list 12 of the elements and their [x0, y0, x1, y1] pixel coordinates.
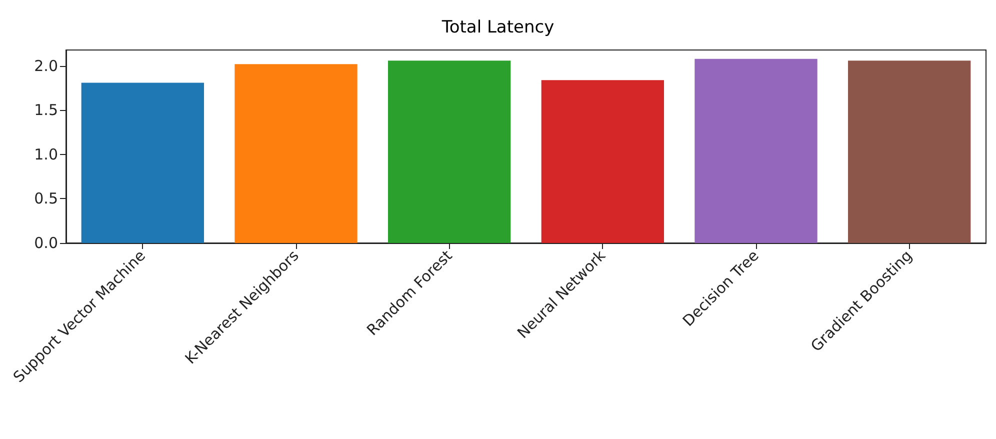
bar [388, 60, 511, 243]
bar [848, 60, 971, 243]
y-tick-label: 0.5 [34, 190, 58, 208]
y-tick-label: 1.0 [34, 145, 58, 164]
bar [541, 80, 664, 243]
y-tick-label: 2.0 [34, 56, 58, 75]
y-tick-label: 0.0 [34, 234, 58, 252]
bar [694, 58, 818, 243]
bar [234, 64, 358, 243]
chart-title: Total Latency [440, 18, 554, 38]
bar [81, 82, 204, 243]
y-tick-label: 1.5 [34, 101, 58, 120]
